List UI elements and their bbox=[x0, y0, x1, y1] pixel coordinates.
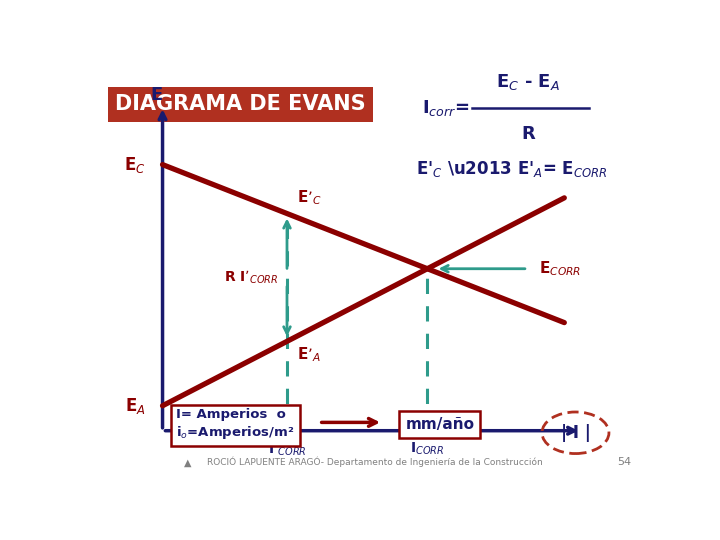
Text: I’$_{CORR}$: I’$_{CORR}$ bbox=[268, 441, 307, 458]
Text: | I |: | I | bbox=[561, 424, 590, 442]
Text: E: E bbox=[150, 86, 163, 104]
Text: I$_{CORR}$: I$_{CORR}$ bbox=[410, 441, 444, 457]
Text: E'$_C$ \u2013 E'$_A$= E$_{CORR}$: E'$_C$ \u2013 E'$_A$= E$_{CORR}$ bbox=[416, 159, 608, 179]
Text: mm/año: mm/año bbox=[405, 417, 474, 432]
Text: 54: 54 bbox=[617, 457, 631, 467]
Text: DIAGRAMA DE EVANS: DIAGRAMA DE EVANS bbox=[115, 94, 366, 114]
Text: E$_C$ - E$_A$: E$_C$ - E$_A$ bbox=[496, 72, 560, 92]
Text: ROCIÓ LAPUENTE ARAGÓ- Departamento de Ingeniería de la Construcción: ROCIÓ LAPUENTE ARAGÓ- Departamento de In… bbox=[207, 457, 543, 467]
Text: ▲: ▲ bbox=[184, 457, 192, 467]
Text: I$_{corr}$=: I$_{corr}$= bbox=[422, 98, 469, 118]
Text: E$_{CORR}$: E$_{CORR}$ bbox=[539, 259, 581, 278]
Text: E$_A$: E$_A$ bbox=[125, 396, 145, 416]
Text: E’$_C$: E’$_C$ bbox=[297, 188, 322, 207]
Text: E’$_A$: E’$_A$ bbox=[297, 346, 321, 364]
Text: I= Amperios  o
i$_o$=Amperios/m²: I= Amperios o i$_o$=Amperios/m² bbox=[176, 408, 294, 441]
Text: R I’$_{CORR}$: R I’$_{CORR}$ bbox=[225, 269, 279, 286]
Text: E$_C$: E$_C$ bbox=[124, 154, 145, 174]
Text: R: R bbox=[521, 125, 535, 143]
